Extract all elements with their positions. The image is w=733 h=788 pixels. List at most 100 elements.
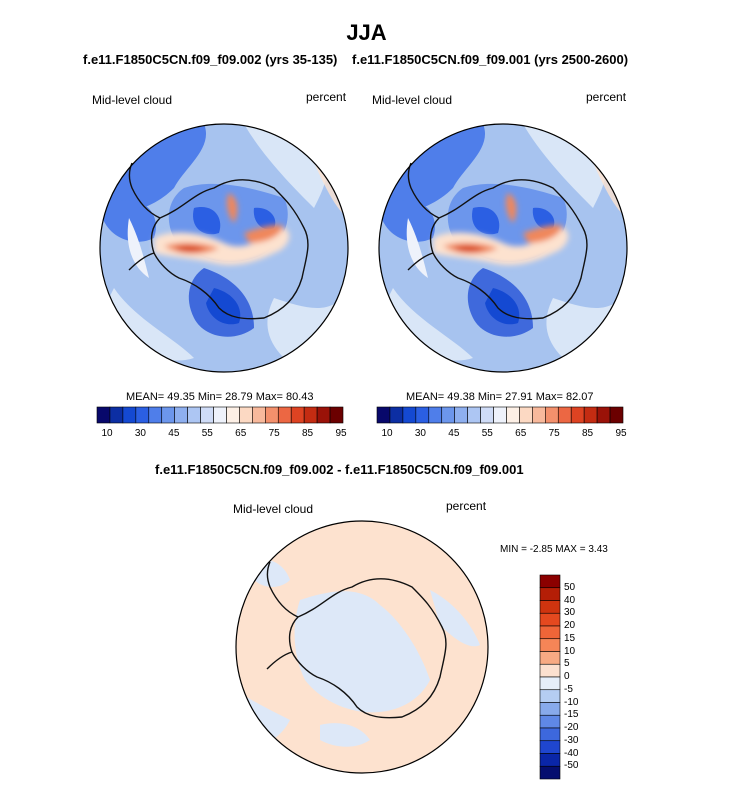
colorbar-swatch [539,676,561,691]
colorbar-swatch [539,612,561,627]
colorbar-swatch [213,406,227,424]
colorbar-swatch [545,406,559,424]
colorbar-swatch [109,406,124,424]
colorbar-swatch [539,663,561,678]
left-map-field [94,118,354,378]
right-map-field [373,118,633,378]
colorbar-swatch [539,689,561,703]
left-stats: MEAN= 49.35 Min= 28.79 Max= 80.43 [126,391,314,403]
colorbar-swatch [389,406,404,424]
colorbar-tick-label: 30 [564,607,576,619]
colorbar-swatch [200,406,214,424]
colorbar-swatch [252,406,266,424]
colorbar-tick-label: 85 [302,428,314,439]
colorbar-tick-label: 50 [564,581,576,593]
colorbar-tick-label: 65 [515,428,527,439]
colorbar-swatch [329,406,344,424]
colorbar-swatch [316,406,331,424]
left-variable-label: Mid-level cloud [92,93,173,107]
colorbar-swatch [539,600,561,614]
right-variable-label: Mid-level cloud [372,93,453,107]
right-units-label: percent [586,90,627,104]
diff-map-border [235,520,489,774]
left-mean-value: 49.35 [167,391,195,403]
colorbar-swatch [539,714,561,729]
colorbar-swatch [539,587,561,601]
colorbar-swatch [493,406,507,424]
colorbar-tick-label: -20 [564,722,579,733]
colorbar-swatch [557,406,572,424]
colorbar-tick-label: 55 [481,428,493,439]
colorbar-tick-label: 10 [564,645,576,657]
diff-variable-label: Mid-level cloud [233,502,314,516]
right-map-border [378,123,628,373]
right-max-value: 82.07 [565,391,594,403]
colorbar-swatch [539,702,561,716]
diff-min-max-stats: MIN = -2.85 MAX = 3.43 [500,544,608,555]
colorbar-swatch [539,727,561,742]
colorbar-swatch [539,765,561,780]
colorbar-swatch [96,406,111,424]
left-colorbar [96,406,344,424]
colorbar-swatch [428,406,443,424]
colorbar-tick-label: 40 [564,594,576,606]
colorbar-tick-label: 95 [615,428,627,439]
colorbar-swatch [265,406,279,424]
right-max-label: Max= [535,391,563,403]
colorbar-tick-label: 30 [414,428,426,439]
figure-title: JJA [346,20,387,45]
colorbar-swatch [539,753,561,767]
colorbar-tick-label: 95 [335,428,347,439]
colorbar-tick-label: 75 [268,428,280,439]
colorbar-swatch [532,406,546,424]
colorbar-swatch [539,651,561,665]
colorbar-swatch [239,406,253,424]
colorbar-swatch [539,638,561,652]
colorbar-tick-label: -30 [564,734,579,746]
colorbar-swatch [539,574,561,589]
colorbar-tick-label: 15 [564,632,576,644]
colorbar-tick-label: -50 [564,760,579,772]
colorbar-swatch [609,406,624,424]
colorbar-swatch [277,406,292,424]
colorbar-swatch [376,406,391,424]
colorbar-tick-label: 10 [381,428,393,439]
right-panel-title: f.e11.F1850C5CN.f09_f09.001 (yrs 2500-26… [352,52,629,67]
left-min-label: Min= [197,391,223,403]
colorbar-swatch [402,406,417,424]
left-map-border [99,123,349,373]
colorbar-tick-label: -40 [564,747,579,759]
left-units-label: percent [306,90,347,104]
colorbar-swatch [519,406,533,424]
colorbar-tick-label: 30 [134,428,146,439]
right-min-label: Min= [477,391,503,403]
left-max-value: 80.43 [285,391,314,403]
colorbar-tick-label: -5 [564,683,573,695]
colorbar-swatch [226,406,240,424]
colorbar-swatch [583,406,598,424]
colorbar-swatch [570,406,585,424]
colorbar-swatch [539,625,561,640]
right-colorbar [376,406,624,424]
colorbar-swatch [290,406,305,424]
colorbar-tick-label: -10 [564,696,579,708]
colorbar-swatch [135,406,150,424]
colorbar-tick-label: 5 [564,658,570,670]
diff-map-field [236,521,488,773]
colorbar-tick-label: -15 [564,709,579,721]
left-min-value: 28.79 [225,391,253,403]
left-mean-label: MEAN= [126,391,165,403]
colorbar-swatch [441,406,455,424]
right-stats: MEAN= 49.38 Min= 27.91 Max= 82.07 [406,391,594,403]
colorbar-swatch [506,406,520,424]
colorbar-swatch [539,740,561,754]
diff-colorbar [539,574,561,780]
colorbar-tick-label: 45 [448,428,460,439]
colorbar-tick-label: 20 [564,620,576,631]
colorbar-swatch [467,406,481,424]
colorbar-tick-label: 65 [235,428,247,439]
colorbar-tick-label: 45 [168,428,180,439]
colorbar-tick-label: 10 [101,428,113,439]
colorbar-swatch [303,406,318,424]
colorbar-swatch [480,406,494,424]
